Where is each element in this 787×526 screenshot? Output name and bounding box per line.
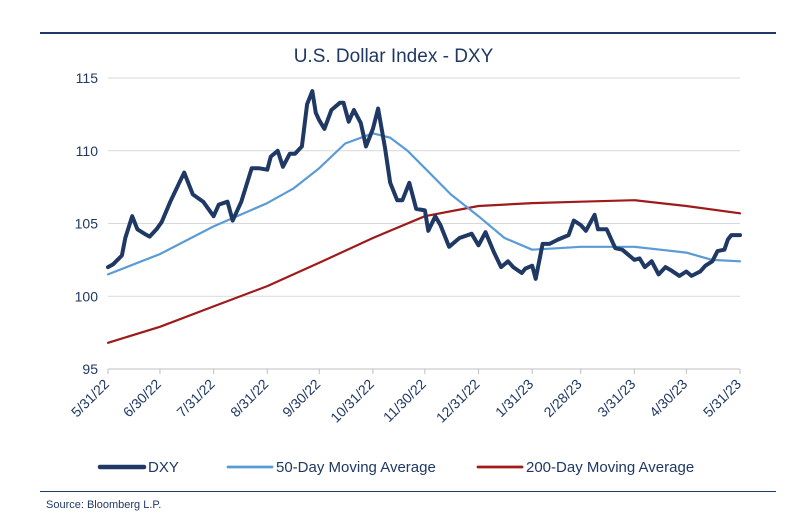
x-tick-label: 12/31/22	[433, 376, 483, 426]
y-tick-label: 105	[75, 216, 99, 232]
legend-label: 200-Day Moving Average	[526, 459, 694, 476]
y-tick-label: 110	[76, 143, 99, 159]
x-tick-label: 5/31/22	[68, 376, 112, 420]
x-tick-label: 8/31/22	[227, 376, 271, 420]
x-tick-label: 5/31/23	[700, 376, 744, 420]
bottom-rule	[40, 491, 776, 492]
y-tick-label: 95	[82, 361, 98, 377]
source-note: Source: Bloomberg L.P.	[46, 499, 162, 511]
top-rule	[40, 32, 776, 34]
x-tick-label: 9/30/22	[279, 376, 323, 420]
legend-label: DXY	[148, 459, 179, 476]
y-tick-label: 115	[76, 70, 99, 86]
chart-title: U.S. Dollar Index - DXY	[293, 46, 494, 67]
legend-label: 50-Day Moving Average	[276, 459, 436, 476]
x-tick-label: 2/28/23	[540, 376, 584, 420]
x-tick-label: 11/30/22	[380, 376, 429, 425]
x-tick-label: 6/30/22	[120, 376, 164, 420]
x-tick-label: 4/30/23	[646, 376, 690, 420]
series-line-dxy	[106, 89, 742, 281]
series-line-200-day-moving-average	[106, 199, 742, 344]
x-tick-label: 10/31/22	[327, 376, 377, 426]
x-tick-label: 7/31/22	[173, 376, 217, 420]
x-tick-label: 3/31/23	[594, 376, 638, 420]
series-line-50-day-moving-average	[106, 132, 742, 276]
x-tick-label: 1/31/23	[492, 376, 536, 420]
y-tick-label: 100	[75, 288, 99, 304]
